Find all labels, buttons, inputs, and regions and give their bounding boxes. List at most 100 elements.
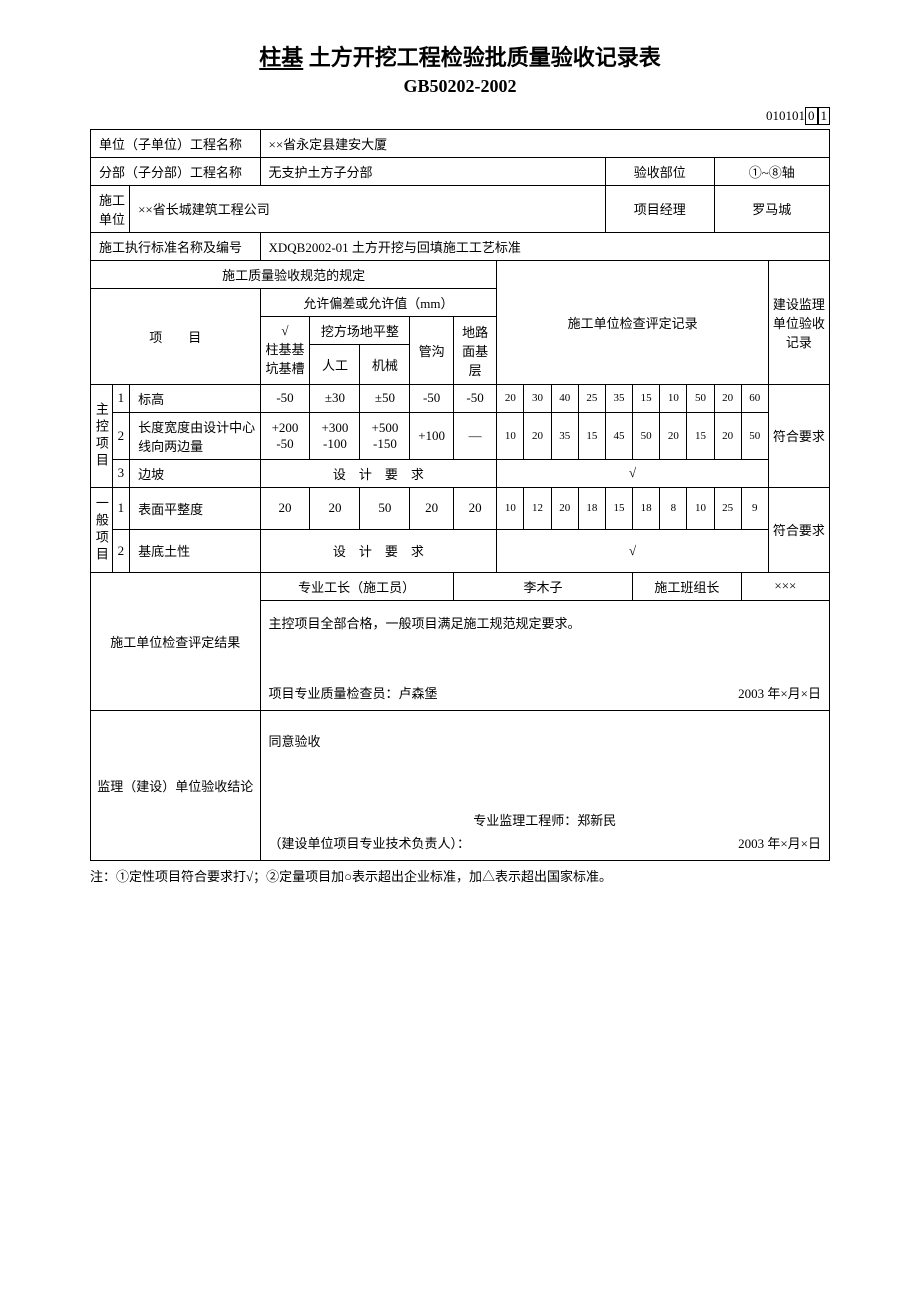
data-cell: 60 (741, 384, 768, 412)
data-cell: 18 (633, 487, 660, 530)
construction-unit-value: ××省长城建筑工程公司 (130, 185, 606, 232)
cell: 20 (260, 487, 310, 530)
title-prefix: 柱基 (259, 45, 303, 70)
table-row: 监理（建设）单位验收结论 同意验收 专业监理工程师：郑新民 （建设单位项目专业技… (91, 710, 830, 860)
engineer-line: 专业监理工程师：郑新民 (269, 810, 822, 829)
design-req: 设 计 要 求 (260, 530, 497, 573)
code-row: 01010101 (90, 107, 830, 125)
check-result: √ (497, 530, 769, 573)
data-cell: 12 (524, 487, 551, 530)
data-cell: 50 (687, 384, 714, 412)
cell: -50 (410, 384, 453, 412)
sub-project-value: 无支护土方子分部 (260, 157, 605, 185)
date-text: 2003 年×月×日 (738, 683, 821, 702)
check-mark-icon: √ (263, 323, 308, 339)
col-site: 挖方场地平整 (310, 317, 409, 345)
teamlead-label: 施工班组长 (633, 572, 742, 600)
data-cell: 18 (578, 487, 605, 530)
row-name: 基底土性 (130, 530, 260, 573)
data-cell: 10 (660, 384, 687, 412)
result-cell: 主控项目全部合格，一般项目满足施工规范规定要求。 项目专业质量检查员：卢森堡 2… (260, 600, 830, 710)
data-cell: 35 (551, 412, 578, 459)
col-pipe: 管沟 (410, 316, 453, 384)
supervision-label: 监理（建设）单位验收结论 (91, 710, 261, 860)
table-row: 施工单位 ××省长城建筑工程公司 项目经理 罗马城 (91, 185, 830, 232)
data-cell: 15 (687, 412, 714, 459)
foreman-label: 专业工长（施工员） (260, 572, 453, 600)
table-row: 施工执行标准名称及编号 XDQB2002-01 土方开挖与回填施工工艺标准 (91, 232, 830, 260)
data-cell: 45 (605, 412, 632, 459)
verdict: 符合要求 (768, 384, 829, 487)
data-cell: 10 (687, 487, 714, 530)
accept-part-label: 验收部位 (605, 157, 714, 185)
page-title: 柱基 土方开挖工程检验批质量验收记录表 (90, 40, 830, 72)
data-cell: 20 (551, 487, 578, 530)
accept-part-value: ①~⑧轴 (714, 157, 829, 185)
table-row: 施工质量验收规范的规定 施工单位检查评定记录 建设监理单位验收记录 (91, 260, 830, 288)
standard-value: XDQB2002-01 土方开挖与回填施工工艺标准 (260, 232, 830, 260)
data-cell: 20 (714, 412, 741, 459)
data-cell: 20 (524, 412, 551, 459)
owner-line: （建设单位项目专业技术负责人）： (269, 833, 471, 852)
footnote: 注：①定性项目符合要求打√；②定量项目加○表示超出企业标准，加△表示超出国家标准… (90, 867, 830, 888)
code-digit: 1 (818, 107, 831, 125)
table-row: 2 长度宽度由设计中心线向两边量 +200 -50 +300 -100 +500… (91, 412, 830, 459)
item-label: 项 目 (91, 288, 261, 384)
cell: ±50 (360, 384, 410, 412)
cell: — (453, 412, 496, 459)
col-machine: 机械 (360, 345, 409, 384)
row-name: 表面平整度 (130, 487, 260, 530)
row-no: 1 (112, 384, 129, 412)
title-main: 土方开挖工程检验批质量验收记录表 (303, 45, 661, 70)
table-row: 单位（子单位）工程名称 ××省永定县建安大厦 (91, 129, 830, 157)
check-result: √ (497, 459, 769, 487)
allow-dev-label: 允许偏差或允许值（mm） (260, 288, 497, 316)
code-digit: 0 (805, 107, 818, 125)
design-req: 设 计 要 求 (260, 459, 497, 487)
row-no: 2 (112, 530, 129, 573)
data-cell: 15 (578, 412, 605, 459)
table-row: 主控项目 1 标高 -50 ±30 ±50 -50 -50 20 30 40 2… (91, 384, 830, 412)
cell: ±30 (310, 384, 360, 412)
data-cell: 9 (741, 487, 768, 530)
result-label: 施工单位检查评定结果 (91, 572, 261, 710)
data-cell: 40 (551, 384, 578, 412)
cell: 20 (410, 487, 453, 530)
cell: +100 (410, 412, 453, 459)
construction-unit-label: 施工单位 (91, 185, 130, 232)
table-row: 一般项目 1 表面平整度 20 20 50 20 20 10 12 20 18 … (91, 487, 830, 530)
col-site-group: 挖方场地平整 人工 机械 (310, 316, 410, 384)
row-name: 标高 (130, 384, 260, 412)
code-prefix: 010101 (766, 108, 805, 123)
cell: -50 (260, 384, 310, 412)
data-cell: 25 (714, 487, 741, 530)
teamlead-value: ××× (741, 572, 829, 600)
table-row: 2 基底土性 设 计 要 求 √ (91, 530, 830, 573)
inspection-record-label: 施工单位检查评定记录 (497, 260, 769, 384)
data-cell: 20 (497, 384, 524, 412)
row-name: 长度宽度由设计中心线向两边量 (130, 412, 260, 459)
data-cell: 30 (524, 384, 551, 412)
data-cell: 15 (633, 384, 660, 412)
foreman-value: 李木子 (453, 572, 632, 600)
general-label: 一般项目 (91, 487, 113, 572)
quality-spec-label: 施工质量验收规范的规定 (91, 260, 497, 288)
cell: -50 (453, 384, 496, 412)
data-cell: 8 (660, 487, 687, 530)
result-text: 主控项目全部合格，一般项目满足施工规范规定要求。 (269, 613, 822, 632)
cell: 50 (360, 487, 410, 530)
unit-project-label: 单位（子单位）工程名称 (91, 129, 261, 157)
supervision-cell: 同意验收 专业监理工程师：郑新民 （建设单位项目专业技术负责人）： 2003 年… (260, 710, 830, 860)
main-table: 单位（子单位）工程名称 ××省永定县建安大厦 分部（子分部）工程名称 无支护土方… (90, 129, 830, 861)
data-cell: 10 (497, 412, 524, 459)
unit-project-value: ××省永定县建安大厦 (260, 129, 830, 157)
supervision-text: 同意验收 (269, 731, 822, 750)
col-basis: √ 柱基基坑基槽 (260, 316, 310, 384)
pm-value: 罗马城 (714, 185, 829, 232)
row-no: 1 (112, 487, 129, 530)
inspector-line: 项目专业质量检查员：卢森堡 (269, 683, 438, 702)
supervision-record-label: 建设监理单位验收记录 (768, 260, 829, 384)
table-row: 分部（子分部）工程名称 无支护土方子分部 验收部位 ①~⑧轴 (91, 157, 830, 185)
subtitle: GB50202-2002 (90, 76, 830, 97)
sub-project-label: 分部（子分部）工程名称 (91, 157, 261, 185)
